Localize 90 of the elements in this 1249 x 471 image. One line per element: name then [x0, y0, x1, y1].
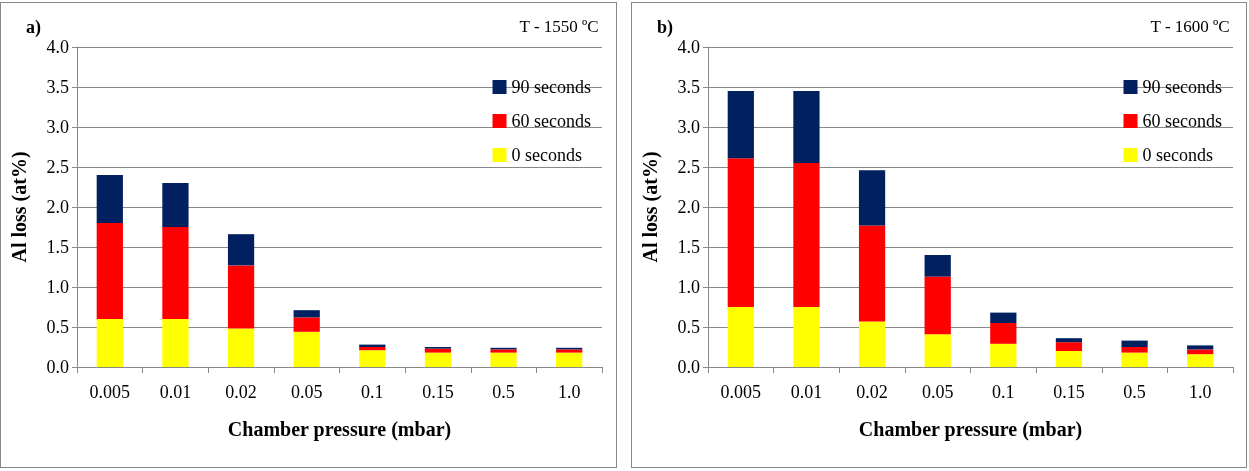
bar: [1186, 354, 1213, 367]
y-tick-label: 1.5: [677, 237, 700, 257]
bar: [924, 255, 951, 277]
bar: [1055, 338, 1082, 343]
chart-title: a): [26, 17, 41, 38]
chart-title: b): [656, 17, 673, 38]
bar: [424, 348, 452, 353]
bar: [1186, 349, 1213, 355]
x-tick-label: 0.1: [991, 382, 1015, 402]
legend-label: 0 seconds: [1142, 145, 1213, 165]
y-tick-label: 0.5: [677, 317, 700, 337]
y-tick-label: 0.5: [46, 317, 69, 337]
bar: [96, 223, 123, 319]
x-tick-label: 0.5: [492, 382, 515, 402]
y-tick-label: 2.5: [677, 157, 700, 177]
y-tick-label: 3.5: [677, 77, 700, 97]
text: T - 1600 ºC: [1150, 17, 1230, 36]
x-tick-label: 0.02: [855, 382, 888, 402]
y-tick-label: 2.0: [677, 197, 700, 217]
legend-label: 0 seconds: [511, 145, 583, 165]
y-axis-title: Al loss (at%): [638, 151, 662, 263]
bar: [858, 225, 885, 322]
bar: [792, 91, 820, 163]
bar: [293, 331, 320, 367]
bar: [1120, 340, 1148, 347]
x-tick-label: 0.01: [790, 382, 822, 402]
y-tick-label: 4.0: [46, 37, 69, 57]
bar: [556, 352, 583, 367]
bar: [162, 319, 189, 367]
bar: [1120, 352, 1148, 367]
bar: [490, 352, 517, 367]
y-tick-label: 1.0: [677, 277, 700, 297]
bar: [424, 352, 452, 367]
bar: [727, 158, 754, 307]
y-tick-label: 3.5: [46, 77, 69, 97]
bar: [1055, 351, 1082, 367]
bar: [293, 310, 320, 318]
bar: [989, 312, 1016, 323]
x-tick-label: 0.05: [290, 382, 323, 402]
x-tick-label: 0.005: [720, 382, 761, 402]
bar: [1186, 345, 1213, 350]
y-tick-label: 1.0: [46, 277, 69, 297]
x-tick-label: 1.0: [1188, 382, 1211, 402]
y-axis-title: Al loss (at%): [8, 151, 31, 263]
y-tick-label: 1.5: [46, 237, 69, 257]
bar: [792, 163, 820, 307]
bar: [359, 350, 386, 367]
bar: [227, 265, 255, 329]
bar: [96, 175, 123, 223]
y-tick-label: 2.5: [46, 157, 69, 177]
bar: [227, 234, 255, 266]
y-tick-label: 3.0: [46, 117, 69, 137]
bar: [989, 343, 1016, 367]
bar: [293, 317, 320, 332]
bar: [96, 319, 123, 367]
bar: [924, 276, 951, 335]
bar: [1120, 347, 1148, 353]
x-tick-label: 0.5: [1122, 382, 1146, 402]
bar: [359, 347, 386, 351]
x-axis-title: Chamber pressure (mbar): [858, 418, 1082, 441]
legend-label: 60 seconds: [1142, 111, 1222, 131]
legend-label: 60 seconds: [511, 111, 592, 131]
bar: [727, 307, 754, 367]
y-tick-label: 0.0: [677, 357, 700, 377]
legend-label: 90 seconds: [511, 77, 592, 97]
x-tick-label: 0.01: [159, 382, 192, 402]
bar: [162, 183, 189, 227]
bar: [162, 227, 189, 319]
x-tick-label: 0.005: [89, 382, 131, 402]
x-tick-label: 0.15: [1052, 382, 1085, 402]
x-tick-label: 0.1: [361, 382, 384, 402]
x-tick-label: 1.0: [557, 382, 581, 402]
y-tick-label: 0.0: [46, 357, 69, 377]
text: T - 1550 ºC: [519, 17, 599, 36]
x-tick-label: 0.02: [225, 382, 257, 402]
x-axis-title: Chamber pressure (mbar): [227, 418, 452, 441]
legend-label: 90 seconds: [1142, 77, 1222, 97]
bar: [858, 170, 885, 226]
bar: [989, 323, 1016, 344]
bar: [792, 307, 820, 367]
y-tick-label: 2.0: [46, 197, 69, 217]
bar: [727, 91, 754, 159]
y-tick-label: 4.0: [677, 37, 700, 57]
bar: [858, 321, 885, 367]
bar: [227, 328, 255, 367]
bar: [1055, 342, 1082, 351]
x-tick-label: 0.15: [422, 382, 454, 402]
y-tick-label: 3.0: [677, 117, 700, 137]
bar: [924, 334, 951, 367]
x-tick-label: 0.05: [921, 382, 953, 402]
